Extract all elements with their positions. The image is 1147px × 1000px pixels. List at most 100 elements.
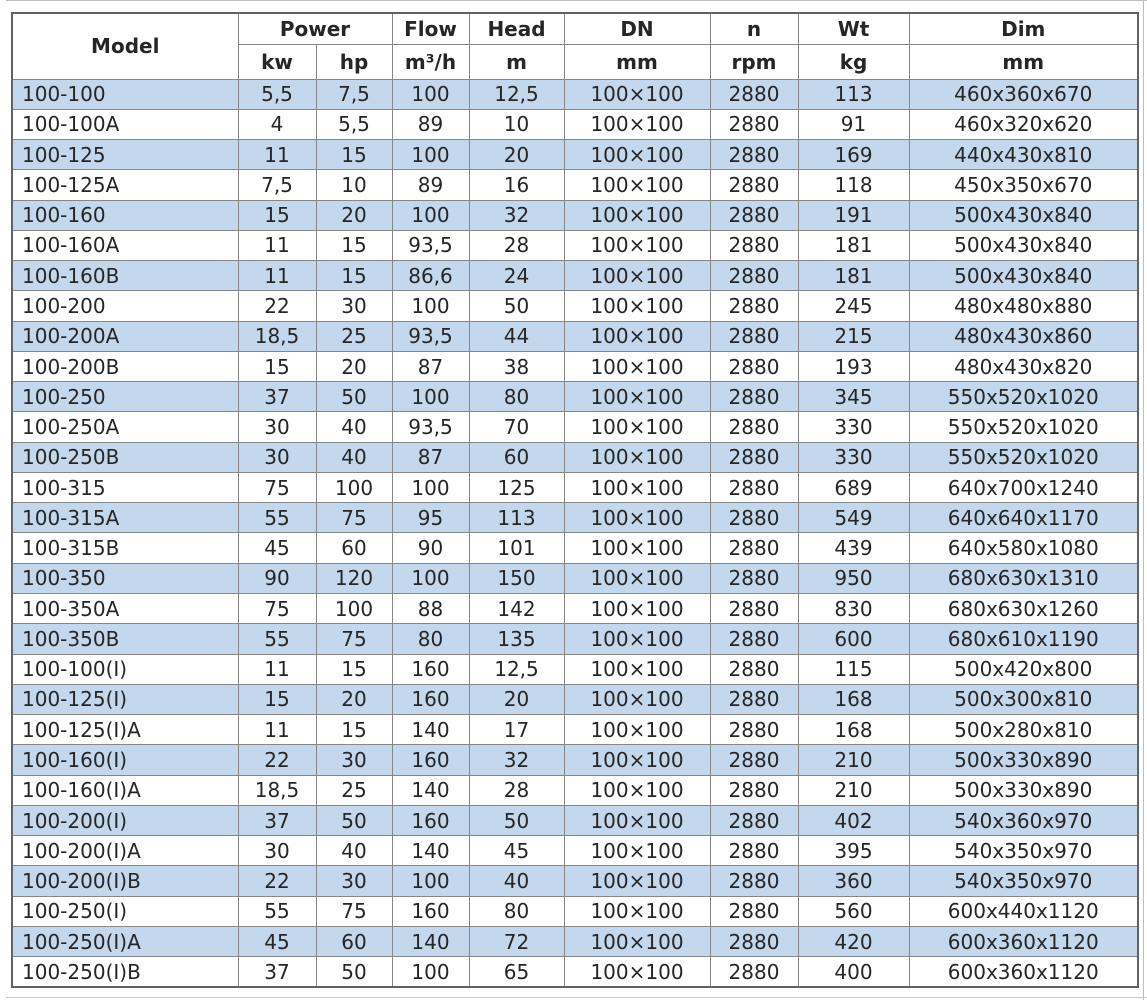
unit-power-kw: kw (237, 43, 317, 80)
cell-flow: 160 (391, 653, 470, 685)
cell-flow: 88 (391, 593, 470, 625)
cell-flow: 89 (391, 169, 470, 201)
cell-power-hp: 100 (315, 471, 393, 504)
cell-flow: 140 (391, 925, 470, 958)
cell-dim: 540x350x970 (908, 865, 1139, 897)
cell-model: 100-200(I)A (11, 835, 239, 867)
cell-n: 2880 (709, 411, 799, 443)
table-body: 100-100 5,5 7,5 100 12,5 100×100 2880 11… (11, 78, 1139, 988)
cell-wt: 330 (797, 441, 910, 473)
cell-n: 2880 (709, 532, 799, 564)
cell-power-hp: 40 (315, 411, 393, 443)
cell-model: 100-125 (11, 139, 239, 171)
table-row: 100-250(I)B 37 50 100 65 100×100 2880 40… (11, 956, 1139, 988)
cell-n: 2880 (709, 623, 799, 655)
cell-dn: 100×100 (563, 78, 711, 110)
cell-head: 70 (468, 411, 565, 443)
cell-n: 2880 (709, 108, 799, 141)
cell-head: 20 (468, 683, 565, 716)
cell-power-hp: 20 (315, 350, 393, 383)
cell-model: 100-200(I)B (11, 865, 239, 897)
cell-head: 32 (468, 199, 565, 231)
cell-head: 24 (468, 260, 565, 292)
cell-flow: 100 (391, 865, 470, 897)
cell-wt: 118 (797, 169, 910, 201)
cell-n: 2880 (709, 865, 799, 897)
cell-model: 100-200B (11, 350, 239, 383)
cell-dim: 600x360x1120 (908, 925, 1139, 958)
cell-dn: 100×100 (563, 199, 711, 231)
table-row: 100-200(I) 37 50 160 50 100×100 2880 402… (11, 804, 1139, 837)
cell-n: 2880 (709, 320, 799, 352)
cell-flow: 89 (391, 108, 470, 141)
cell-head: 125 (468, 471, 565, 504)
cell-head: 142 (468, 593, 565, 625)
cell-wt: 181 (797, 260, 910, 292)
cell-power-kw: 5,5 (237, 78, 317, 110)
cell-head: 101 (468, 532, 565, 564)
table-row: 100-250(I) 55 75 160 80 100×100 2880 560… (11, 895, 1139, 927)
cell-model: 100-250 (11, 381, 239, 413)
cell-dn: 100×100 (563, 562, 711, 595)
cell-dim: 680x630x1310 (908, 562, 1139, 595)
cell-wt: 169 (797, 139, 910, 171)
cell-dn: 100×100 (563, 260, 711, 292)
cell-head: 135 (468, 623, 565, 655)
unit-wt: kg (797, 43, 910, 80)
cell-power-kw: 37 (237, 956, 317, 988)
cell-dim: 540x360x970 (908, 804, 1139, 837)
table-row: 100-200 22 30 100 50 100×100 2880 245 48… (11, 290, 1139, 322)
header-row-names: Model Power Flow Head DN n Wt Dim (11, 12, 1139, 80)
cell-model: 100-160 (11, 199, 239, 231)
cell-flow: 100 (391, 956, 470, 988)
cell-dim: 640x700x1240 (908, 471, 1139, 504)
cell-power-kw: 22 (237, 865, 317, 897)
cell-wt: 400 (797, 956, 910, 988)
cell-flow: 100 (391, 381, 470, 413)
cell-n: 2880 (709, 502, 799, 534)
cell-wt: 191 (797, 199, 910, 231)
crop-artifact-top-line (6, 0, 1147, 1)
cell-dim: 680x610x1190 (908, 623, 1139, 655)
cell-power-hp: 30 (315, 865, 393, 897)
cell-dim: 500x330x890 (908, 744, 1139, 776)
cell-model: 100-350A (11, 593, 239, 625)
cell-n: 2880 (709, 835, 799, 867)
cell-power-hp: 40 (315, 441, 393, 473)
cell-flow: 140 (391, 714, 470, 746)
cell-dn: 100×100 (563, 774, 711, 806)
table-row: 100-315B 45 60 90 101 100×100 2880 439 6… (11, 532, 1139, 564)
cell-dn: 100×100 (563, 623, 711, 655)
cell-wt: 168 (797, 683, 910, 716)
cell-flow: 160 (391, 683, 470, 716)
cell-dn: 100×100 (563, 956, 711, 988)
cell-dn: 100×100 (563, 381, 711, 413)
cell-wt: 420 (797, 925, 910, 958)
cell-wt: 330 (797, 411, 910, 443)
cell-power-hp: 60 (315, 532, 393, 564)
cell-flow: 100 (391, 199, 470, 231)
cell-power-hp: 5,5 (315, 108, 393, 141)
table-row: 100-125 11 15 100 20 100×100 2880 169 44… (11, 139, 1139, 171)
table-row: 100-160B 11 15 86,6 24 100×100 2880 181 … (11, 260, 1139, 292)
cell-n: 2880 (709, 471, 799, 504)
cell-dn: 100×100 (563, 108, 711, 141)
cell-model: 100-100 (11, 78, 239, 110)
cell-flow: 95 (391, 502, 470, 534)
cell-dn: 100×100 (563, 229, 711, 262)
cell-power-kw: 55 (237, 895, 317, 927)
cell-flow: 86,6 (391, 260, 470, 292)
cell-power-kw: 22 (237, 290, 317, 322)
cell-dim: 600x360x1120 (908, 956, 1139, 988)
cell-power-kw: 11 (237, 653, 317, 685)
table-row: 100-315A 55 75 95 113 100×100 2880 549 6… (11, 502, 1139, 534)
cell-power-kw: 37 (237, 381, 317, 413)
cell-dim: 480x430x860 (908, 320, 1139, 352)
cell-n: 2880 (709, 260, 799, 292)
cell-head: 150 (468, 562, 565, 595)
cell-dn: 100×100 (563, 532, 711, 564)
cell-power-hp: 120 (315, 562, 393, 595)
cell-head: 50 (468, 804, 565, 837)
cell-wt: 115 (797, 653, 910, 685)
cell-dim: 640x640x1170 (908, 502, 1139, 534)
